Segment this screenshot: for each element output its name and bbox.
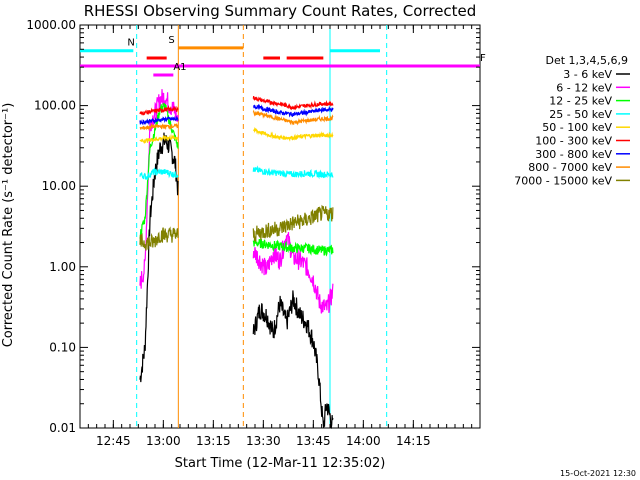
y-tick-label-0: 1000.00 [26,18,76,32]
y-tick-label-4: 0.10 [49,340,76,354]
timestamp-stamp: 15-Oct-2021 12:30 [560,469,636,478]
x-tick-label-4: 13:45 [296,434,331,448]
legend-label-1: 6 - 12 keV [556,81,612,94]
legend-label-2: 12 - 25 keV [549,95,612,108]
y-axis-ticks: 1000.00 100.00 10.00 1.00 0.10 0.01 [26,18,480,435]
y-tick-label-5: 0.01 [49,421,76,435]
series-line-300-800-keV-b [252,103,334,118]
flag-label-S: S [168,35,174,46]
x-tick-label-6: 14:15 [396,434,431,448]
legend-label-4: 50 - 100 keV [542,121,612,134]
y-axis-label: Corrected Count Rate (s⁻¹ detector⁻¹) [1,103,16,348]
legend-label-6: 300 - 800 keV [535,148,612,161]
series-line-7000-15000-keV-a [139,226,179,251]
x-axis-ticks: 12:45 13:00 13:15 13:30 13:45 14:00 14:15 [79,25,481,448]
series-line-7000-15000-keV-b [252,204,334,243]
series-line-100-300-keV-a [139,105,179,116]
y-tick-label-2: 10.00 [42,179,76,193]
series-line-100-300-keV-b [252,96,334,111]
x-tick-label-1: 13:00 [146,434,181,448]
series-line-3-6-keV-b [252,290,334,430]
y-tick-label-3: 1.00 [49,260,76,274]
plot-area: N F S A1 [79,24,486,430]
series-line-300-800-keV-a [139,115,179,126]
legend-label-0: 3 - 6 keV [563,68,612,81]
legend-label-3: 25 - 50 keV [549,108,612,121]
legend-title: Det 1,3,4,5,6,9 [545,54,628,67]
series-line-50-100-keV-b [253,127,334,142]
x-tick-label-3: 13:30 [246,434,281,448]
x-tick-label-5: 14:00 [346,434,381,448]
legend-label-5: 100 - 300 keV [535,135,612,148]
series-line-3-6-keV-a [139,132,179,383]
series-line-25-50-keV-a [139,167,179,180]
x-tick-label-2: 13:15 [196,434,231,448]
series-line-25-50-keV-b [252,165,334,180]
flag-label-N: N [127,38,134,49]
series-line-50-100-keV-a [139,134,179,144]
chart-title: RHESSI Observing Summary Count Rates, Co… [84,2,477,20]
legend-label-8: 7000 - 15000 keV [514,174,612,187]
legend-label-7: 800 - 7000 keV [528,161,612,174]
x-tick-label-0: 12:45 [96,434,131,448]
y-tick-label-1: 100.00 [34,99,76,113]
series-line-800-7000-keV-b [252,109,334,126]
x-axis-label: Start Time (12-Mar-11 12:35:02) [175,456,386,471]
series-line-12-25-keV-b [252,238,334,257]
series-line-800-7000-keV-a [139,122,179,131]
flag-label-A1: A1 [173,62,186,73]
series-line-12-25-keV-a [139,102,179,239]
flag-label-F: F [480,53,486,64]
